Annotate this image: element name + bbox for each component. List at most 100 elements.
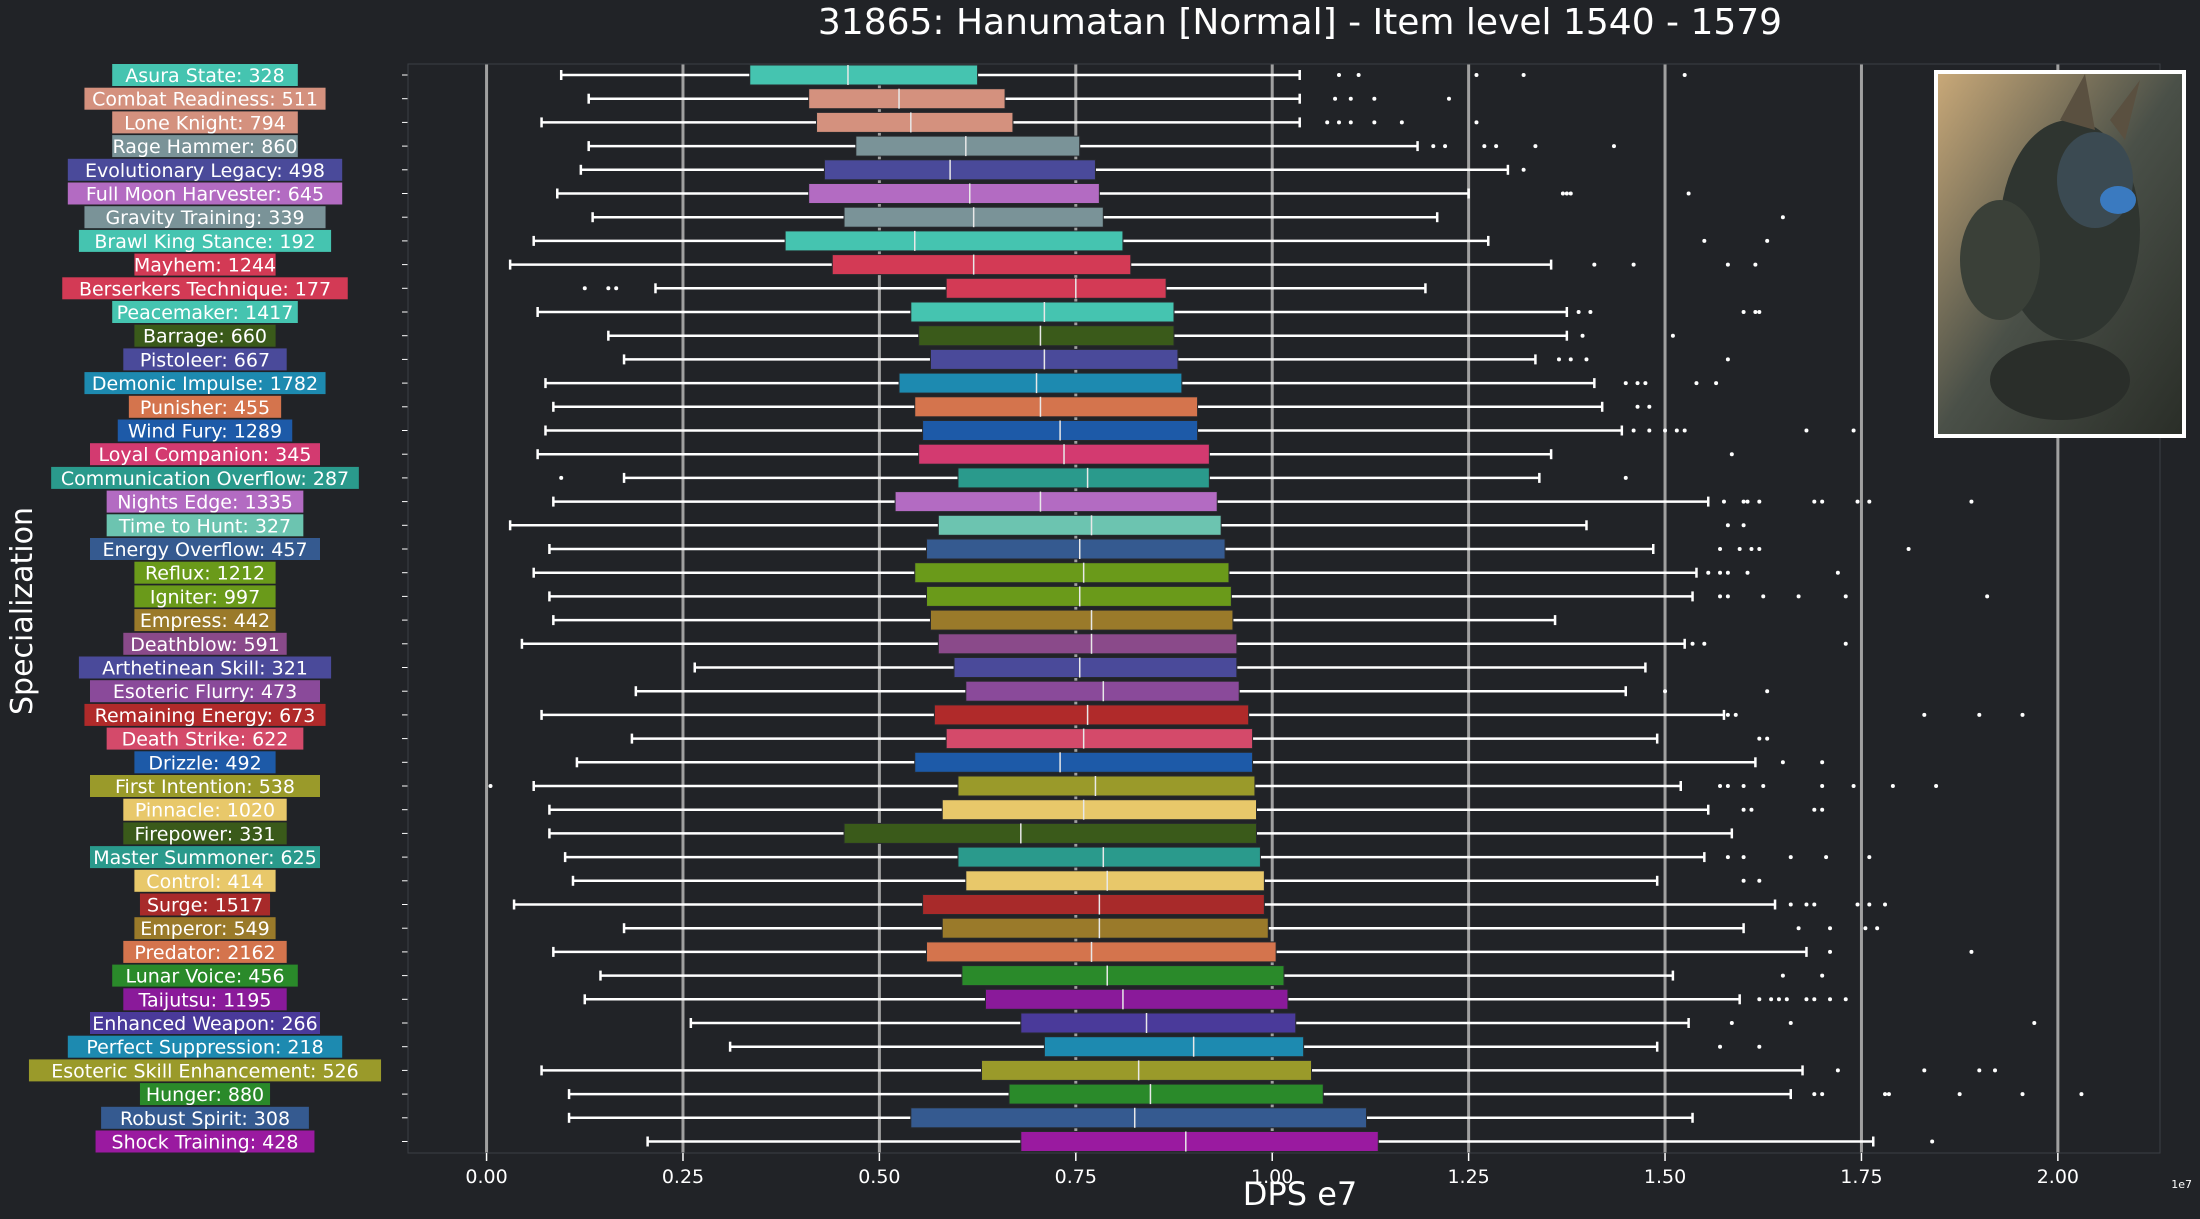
category-label-text: Esoteric Skill Enhancement: 526 — [51, 1060, 359, 1082]
flier-point — [1431, 144, 1436, 149]
category-label-bg — [90, 680, 320, 703]
x-tick-label: 0.00 — [465, 1166, 507, 1188]
category-label-43: Hunger: 880 — [139, 1083, 271, 1106]
flier-point — [1957, 1092, 1962, 1097]
flier-point — [1749, 547, 1754, 551]
flier-point — [1348, 96, 1353, 101]
flier-point — [1757, 736, 1762, 741]
flier-point — [1372, 120, 1377, 125]
flier-point — [1922, 1068, 1927, 1073]
flier-point — [1745, 499, 1750, 504]
flier-point — [1718, 784, 1723, 788]
flier-point — [1733, 712, 1738, 717]
iqr-box — [957, 775, 1256, 797]
category-label-29: Drizzle: 492 — [134, 751, 276, 774]
iqr-box — [808, 183, 1100, 204]
iqr-box — [984, 988, 1289, 1010]
flier-point — [1820, 807, 1825, 812]
category-label-16: Loyal Companion: 345 — [90, 443, 320, 466]
category-label-bg — [112, 135, 298, 158]
flier-point — [1399, 120, 1404, 125]
flier-point — [1674, 428, 1679, 433]
category-label-25: Arthetinean Skill: 321 — [78, 656, 332, 680]
category-label-18: Nights Edge: 1335 — [106, 490, 304, 514]
flier-point — [2020, 1092, 2025, 1097]
category-label-text: Demonic Impulse: 1782 — [92, 373, 318, 395]
flier-point — [1985, 594, 1990, 599]
category-label-bg — [78, 229, 332, 252]
flier-point — [1757, 547, 1762, 551]
flier-point — [1592, 262, 1597, 267]
category-label-bg — [90, 775, 320, 797]
box-38 — [402, 965, 1825, 987]
box-40 — [402, 1012, 2037, 1034]
x-tick-label: 1.00 — [1251, 1166, 1293, 1188]
flier-point — [1828, 949, 1833, 954]
category-label-text: Surge: 1517 — [147, 895, 263, 917]
category-label-text: Pistoleer: 667 — [140, 349, 270, 371]
flier-point — [1623, 381, 1628, 386]
flier-point — [1855, 902, 1860, 907]
category-label-6: Gravity Training: 339 — [84, 206, 326, 229]
flier-point — [1804, 997, 1809, 1002]
category-label-text: Energy Overflow: 457 — [102, 539, 307, 561]
category-label-bg — [101, 1106, 309, 1129]
category-label-bg — [84, 206, 326, 229]
category-label-bg — [84, 703, 326, 726]
flier-point — [1560, 191, 1565, 196]
flier-point — [1663, 428, 1668, 433]
flier-point — [1325, 120, 1330, 125]
flier-point — [2032, 1021, 2037, 1025]
flier-point — [1737, 547, 1742, 551]
flier-point — [1820, 784, 1825, 788]
iqr-box — [823, 159, 1096, 181]
category-label-14: Punisher: 455 — [128, 395, 282, 419]
iqr-box — [914, 396, 1199, 418]
flier-point — [1718, 570, 1723, 575]
flier-point — [1694, 381, 1699, 386]
box-30 — [402, 775, 1939, 797]
iqr-box — [894, 491, 1218, 513]
flier-point — [2079, 1092, 2084, 1097]
category-label-17: Communication Overflow: 287 — [51, 466, 359, 490]
category-label-bg — [90, 846, 320, 869]
flier-point — [1647, 404, 1652, 409]
flier-point — [1875, 926, 1880, 931]
category-label-text: Remaining Energy: 673 — [95, 705, 316, 727]
category-label-19: Time to Hunt: 327 — [106, 514, 304, 537]
category-label-4: Evolutionary Legacy: 498 — [67, 158, 343, 182]
category-label-bg — [90, 443, 320, 466]
box-29 — [402, 751, 1825, 773]
flier-point — [1588, 310, 1593, 314]
category-label-23: Empress: 442 — [134, 609, 276, 632]
flier-point — [1725, 262, 1730, 267]
y-axis-label: Specialization — [5, 507, 40, 715]
flier-point — [1635, 381, 1640, 386]
flier-point — [1725, 784, 1730, 788]
flier-point — [1769, 997, 1774, 1002]
flier-point — [1796, 594, 1801, 599]
flier-point — [1843, 641, 1848, 646]
x-tick-label: 1.25 — [1447, 1166, 1489, 1188]
flier-point — [1643, 381, 1648, 386]
flier-point — [1883, 902, 1888, 907]
category-label-31: Pinnacle: 1020 — [123, 798, 287, 822]
box-36 — [402, 917, 1880, 939]
flier-point — [1820, 1092, 1825, 1097]
iqr-box — [926, 538, 1226, 560]
flier-point — [1741, 310, 1746, 314]
flier-point — [1843, 594, 1848, 599]
flier-point — [559, 475, 564, 480]
category-label-44: Robust Spirit: 308 — [101, 1106, 309, 1130]
category-label-bg — [51, 466, 359, 489]
flier-point — [1757, 878, 1762, 883]
flier-point — [1969, 499, 1974, 504]
flier-point — [1702, 238, 1707, 243]
box-45 — [402, 1131, 1935, 1152]
iqr-box — [1043, 1036, 1305, 1058]
box-16 — [402, 443, 1734, 465]
flier-point — [1977, 712, 1982, 717]
iqr-box — [1008, 1083, 1324, 1105]
flier-point — [1725, 855, 1730, 860]
iqr-box — [937, 633, 1238, 655]
